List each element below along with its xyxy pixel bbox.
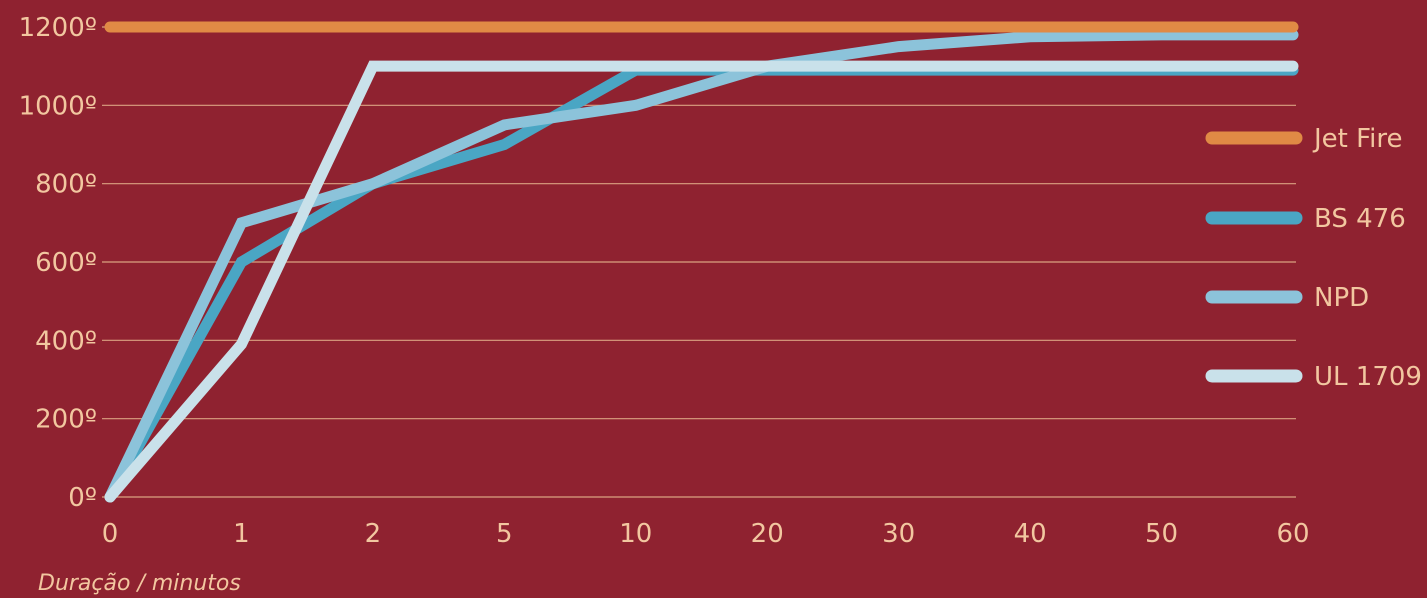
x-tick-label: 0 <box>102 519 119 549</box>
legend-label: UL 1709 <box>1314 362 1422 392</box>
x-axis-ticks: 0 1 2 5 10 20 30 40 50 60 <box>102 519 1310 549</box>
y-tick-label: 1000º <box>19 91 97 121</box>
legend-label: Jet Fire <box>1312 124 1403 154</box>
series-lines <box>104 21 1299 503</box>
y-tick-label: 800º <box>35 170 97 200</box>
series-line-ul-1709 <box>104 60 1299 503</box>
x-tick-label: 2 <box>365 519 382 549</box>
y-tick-label: 600º <box>35 248 97 278</box>
x-tick-label: 60 <box>1276 519 1309 549</box>
x-tick-label: 10 <box>619 519 652 549</box>
legend-label: NPD <box>1314 283 1369 313</box>
x-tick-label: 1 <box>233 519 250 549</box>
x-tick-label: 5 <box>496 519 513 549</box>
series-line-npd <box>104 29 1299 503</box>
y-tick-label: 400º <box>35 326 97 356</box>
legend: Jet Fire BS 476 NPD UL 1709 <box>1205 124 1422 392</box>
x-tick-label: 40 <box>1014 519 1047 549</box>
series-line-bs-476 <box>104 64 1299 503</box>
x-tick-label: 30 <box>882 519 915 549</box>
y-tick-label: 200º <box>35 405 97 435</box>
y-tick-label: 1200º <box>19 13 97 43</box>
legend-label: BS 476 <box>1314 204 1406 234</box>
x-tick-label: 20 <box>751 519 784 549</box>
y-tick-label: 0º <box>68 483 97 513</box>
x-axis-label: Duração / minutos <box>38 571 241 596</box>
x-tick-label: 50 <box>1145 519 1178 549</box>
y-axis-ticks: 0º 200º 400º 600º 800º 1000º 1200º <box>19 13 97 513</box>
